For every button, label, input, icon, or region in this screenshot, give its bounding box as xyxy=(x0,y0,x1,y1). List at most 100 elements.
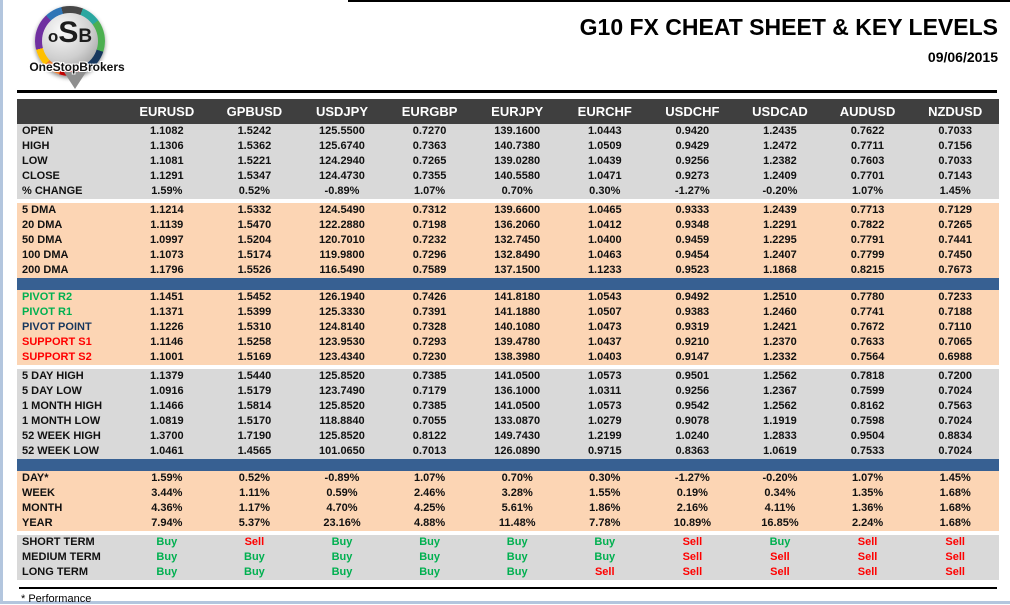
section-gap xyxy=(17,199,999,203)
cell-value: 120.7010 xyxy=(298,233,386,248)
cell-value: 1.1379 xyxy=(123,369,211,384)
cell-value: 0.7633 xyxy=(823,335,912,350)
cell-value: 0.7328 xyxy=(385,320,474,335)
performance-footnote: * Performance xyxy=(21,593,92,605)
column-header-nzdusd: NZDUSD xyxy=(911,99,999,124)
table-row: SUPPORT S1 1.1146 1.5258 123.9530 0.7293 139.… xyxy=(17,335,999,350)
cell-value: 1.1306 xyxy=(123,139,211,154)
cell-value: 1.0240 xyxy=(648,429,737,444)
cell-value: 1.2460 xyxy=(736,305,824,320)
cell-value: 0.7232 xyxy=(385,233,474,248)
row-label: PIVOT R1 xyxy=(17,305,123,320)
cell-value: 140.1080 xyxy=(473,320,561,335)
cell-value: 1.0916 xyxy=(123,384,211,399)
cell-value: 0.70% xyxy=(473,184,561,199)
cell-value: 1.0443 xyxy=(560,124,649,139)
cell-value: 0.7441 xyxy=(911,233,999,248)
section-signals: SHORT TERM Buy Sell Buy Buy Buy Buy Sell Buy Sell… xyxy=(17,535,999,580)
cell-value: 124.8140 xyxy=(298,320,386,335)
table-row: 20 DMA 1.1139 1.5470 122.2880 0.7198 136.2060… xyxy=(17,218,999,233)
cell-value: 1.0473 xyxy=(560,320,649,335)
row-label: SUPPORT S1 xyxy=(17,335,123,350)
table-row: HIGH 1.1306 1.5362 125.6740 0.7363 140.7380 1.… xyxy=(17,139,999,154)
cell-value: 4.70% xyxy=(298,501,386,516)
column-header-audusd: AUDUSD xyxy=(823,99,912,124)
cell-value: 0.7701 xyxy=(823,169,912,184)
title-block: G10 FX CHEAT SHEET & KEY LEVELS 09/06/20… xyxy=(580,4,998,65)
cell-value: 125.5500 xyxy=(298,124,386,139)
cell-value: 141.0500 xyxy=(473,399,561,414)
divider-cell xyxy=(17,278,999,290)
cell-value: 1.2199 xyxy=(560,429,649,444)
cell-value: 5.61% xyxy=(473,501,561,516)
cell-value: 1.86% xyxy=(560,501,649,516)
row-label: 1 MONTH LOW xyxy=(17,414,123,429)
table-row: 5 DAY HIGH 1.1379 1.5440 125.8520 0.7385 141.… xyxy=(17,369,999,384)
cell-value: 0.9420 xyxy=(648,124,737,139)
cell-value: 1.1082 xyxy=(123,124,211,139)
cell-value: 0.7741 xyxy=(823,305,912,320)
cell-value: 1.1139 xyxy=(123,218,211,233)
fx-cheat-sheet-table: EURUSD GPBUSD USDJPY EURGBP EURJPY EURCHF USDC… xyxy=(17,99,999,580)
cell-value: 1.5347 xyxy=(210,169,299,184)
cell-value: 0.7599 xyxy=(823,384,912,399)
cell-value: 0.9273 xyxy=(648,169,737,184)
cell-value: 1.5452 xyxy=(210,290,299,305)
table-row: 5 DAY LOW 1.0916 1.5179 123.7490 0.7179 136.1… xyxy=(17,384,999,399)
logo-brand-text: OneStopBrokers xyxy=(29,60,125,74)
cell-value: 0.70% xyxy=(473,471,561,486)
cell-value: 7.78% xyxy=(560,516,649,531)
cell-value: 4.36% xyxy=(123,501,211,516)
cell-value: 0.9256 xyxy=(648,384,737,399)
cell-value: 1.2370 xyxy=(736,335,824,350)
cell-value: 0.19% xyxy=(648,486,737,501)
cell-value: -1.27% xyxy=(648,471,737,486)
cell-value: 1.2562 xyxy=(736,399,824,414)
report-date: 09/06/2015 xyxy=(927,49,998,65)
cell-value: Sell xyxy=(823,565,912,580)
cell-value: 1.2407 xyxy=(736,248,824,263)
cell-value: 1.0461 xyxy=(123,444,211,459)
cell-value: 132.7450 xyxy=(473,233,561,248)
cell-value: 0.7363 xyxy=(385,139,474,154)
cell-value: 1.5221 xyxy=(210,154,299,169)
cell-value: 1.5399 xyxy=(210,305,299,320)
gap-cell xyxy=(17,199,999,203)
logo-letter-s: S xyxy=(58,16,79,49)
logo-letter-b: B xyxy=(78,26,93,47)
cell-value: Buy xyxy=(385,550,474,565)
logo-letter-o: o xyxy=(47,27,59,46)
cell-value: 1.2562 xyxy=(736,369,824,384)
section-ohlc: OPEN 1.1082 1.5242 125.5500 0.7270 139.1600 1.… xyxy=(17,124,999,199)
cell-value: 1.11% xyxy=(210,486,299,501)
cell-value: 140.5580 xyxy=(473,169,561,184)
cell-value: 1.5242 xyxy=(210,124,299,139)
table-row: LONG TERM Buy Buy Buy Buy Buy Sell Sell Sell Sell… xyxy=(17,565,999,580)
cell-value: 125.8520 xyxy=(298,429,386,444)
cell-value: Sell xyxy=(736,550,824,565)
cell-value: 1.2291 xyxy=(736,218,824,233)
logo-pin-tail-icon xyxy=(64,72,86,89)
cell-value: 1.35% xyxy=(823,486,912,501)
cell-value: 1.1226 xyxy=(123,320,211,335)
row-label: MONTH xyxy=(17,501,123,516)
cell-value: 10.89% xyxy=(648,516,737,531)
column-header-usdjpy: USDJPY xyxy=(298,99,386,124)
cell-value: 0.9147 xyxy=(648,350,737,365)
cell-value: 1.45% xyxy=(911,471,999,486)
cell-value: 1.0403 xyxy=(560,350,649,365)
cell-value: 1.0463 xyxy=(560,248,649,263)
cell-value: 4.25% xyxy=(385,501,474,516)
cell-value: 126.1940 xyxy=(298,290,386,305)
cell-value: 0.9715 xyxy=(560,444,649,459)
cell-value: 1.1796 xyxy=(123,263,211,278)
column-header-usdcad: USDCAD xyxy=(736,99,824,124)
cell-value: Buy xyxy=(560,535,649,550)
cell-value: 0.9501 xyxy=(648,369,737,384)
row-label: PIVOT POINT xyxy=(17,320,123,335)
cell-value: Buy xyxy=(123,565,211,580)
cell-value: 4.88% xyxy=(385,516,474,531)
cell-value: 119.9800 xyxy=(298,248,386,263)
cell-value: 139.1600 xyxy=(473,124,561,139)
row-label: OPEN xyxy=(17,124,123,139)
